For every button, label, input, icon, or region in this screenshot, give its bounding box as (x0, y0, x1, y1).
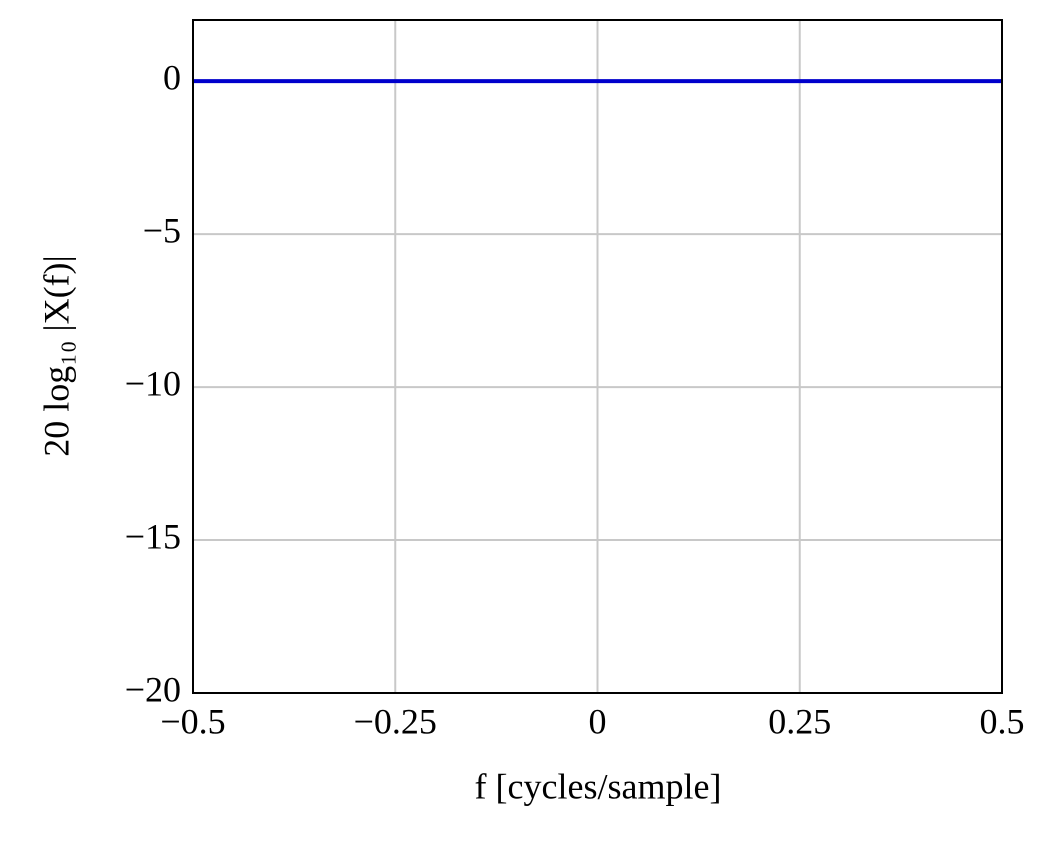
x-tick-label: 0.25 (768, 701, 831, 741)
x-tick-label: −0.25 (354, 701, 437, 741)
y-tick-label: −10 (125, 363, 181, 403)
y-tick-label: −5 (143, 210, 181, 250)
grid (192, 20, 1003, 694)
y-tick-label: −20 (125, 669, 181, 709)
x-tick-label: −0.5 (160, 701, 225, 741)
y-tick-label: 0 (163, 57, 181, 97)
y-axis-label: 20 log₁₀ |X(f)| (36, 255, 76, 456)
x-axis-label: f [cycles/sample] (475, 766, 722, 806)
y-tick-label: −15 (125, 516, 181, 556)
x-tick-label: 0 (589, 701, 607, 741)
plot-frame (192, 19, 1003, 694)
x-tick-label: 0.5 (980, 701, 1025, 741)
